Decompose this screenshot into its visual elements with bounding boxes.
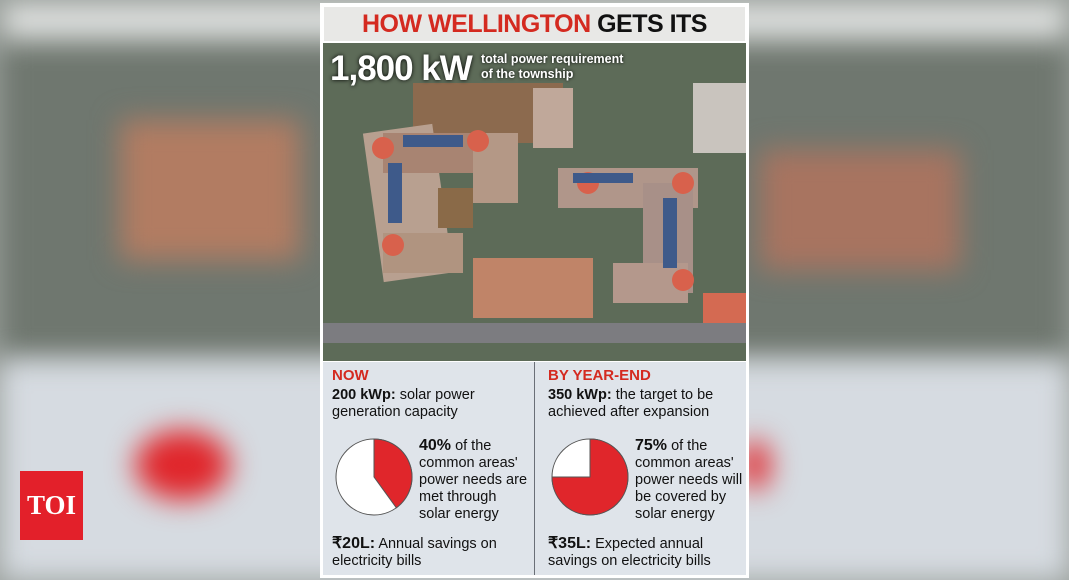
title-bar: HOW WELLINGTON GETS ITS ENERGY [324,7,745,72]
savings: ₹20L: Annual savings on electricity bill… [332,535,527,570]
share-text: of the common areas' power needs are met… [419,438,528,522]
headline-line: total power requirement [481,52,624,66]
backdrop-building [120,120,300,260]
headline-line: of the township [481,67,574,81]
infographic: HOW WELLINGTON GETS ITS ENERGY 1,800 kW [320,3,749,578]
capacity: 200 kWp: solar power generation capacity [332,387,532,421]
capacity-text: solar power generation capacity [332,387,475,420]
share: 40% of the common areas' power needs are… [419,437,531,523]
logo: TOI [20,471,83,540]
savings-text: Annual savings on electricity bills [332,536,497,569]
share-text: of the common areas' power needs will be… [635,438,743,522]
panel-heading: BY YEAR-END [548,367,651,384]
share-label: 40% [419,437,452,454]
share: 75% of the common areas' power needs wil… [635,437,747,523]
divider [534,362,535,575]
capacity: 350 kWp: the target to be achieved after… [548,387,748,421]
headline-text: total power requirement of the township [481,52,623,82]
aerial-photo [323,43,746,361]
savings-value: ₹35L: [548,535,592,552]
savings-value: ₹20L: [332,535,376,552]
headline-value: 1,800 kW [330,49,473,88]
panel-heading: NOW [332,367,369,384]
savings: ₹35L: Expected annual savings on electri… [548,535,743,570]
pie-chart [335,438,413,516]
savings-text: Expected annual savings on electricity b… [548,536,711,569]
backdrop-building [760,150,960,270]
capacity-value: 350 kWp: [548,387,612,403]
backdrop-pie [135,430,230,500]
title-highlight: HOW WELLINGTON [362,10,591,38]
pie-slice [373,438,413,509]
share-label: 75% [635,437,668,454]
pie-chart [551,438,629,516]
capacity-text: the target to be achieved after expansio… [548,387,714,420]
panel: NOW 200 kWp: solar power generation capac… [332,367,532,572]
capacity-value: 200 kWp: [332,387,396,403]
panel: BY YEAR-END 350 kWp: the target to be ach… [548,367,748,572]
pie-slice [551,438,629,516]
